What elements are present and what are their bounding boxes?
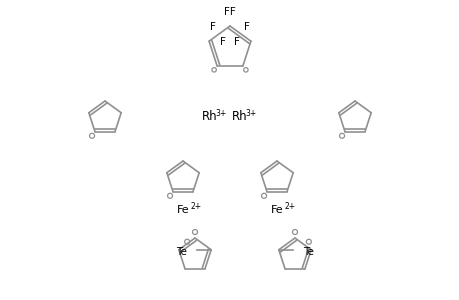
Text: 3+: 3+ bbox=[245, 109, 256, 118]
Text: F: F bbox=[234, 37, 239, 47]
Text: 2+: 2+ bbox=[190, 202, 202, 211]
Text: F: F bbox=[243, 22, 249, 32]
Text: 3+: 3+ bbox=[214, 109, 226, 118]
Text: F: F bbox=[220, 37, 225, 47]
Text: F: F bbox=[210, 22, 216, 32]
Text: 2+: 2+ bbox=[285, 202, 296, 211]
Text: Rh: Rh bbox=[202, 110, 217, 122]
Text: Te: Te bbox=[302, 247, 313, 257]
Text: Rh: Rh bbox=[231, 110, 247, 122]
Text: Fe: Fe bbox=[176, 205, 189, 215]
Text: Te: Te bbox=[176, 247, 187, 257]
Text: Fe: Fe bbox=[270, 205, 283, 215]
Text: FF: FF bbox=[224, 7, 235, 17]
